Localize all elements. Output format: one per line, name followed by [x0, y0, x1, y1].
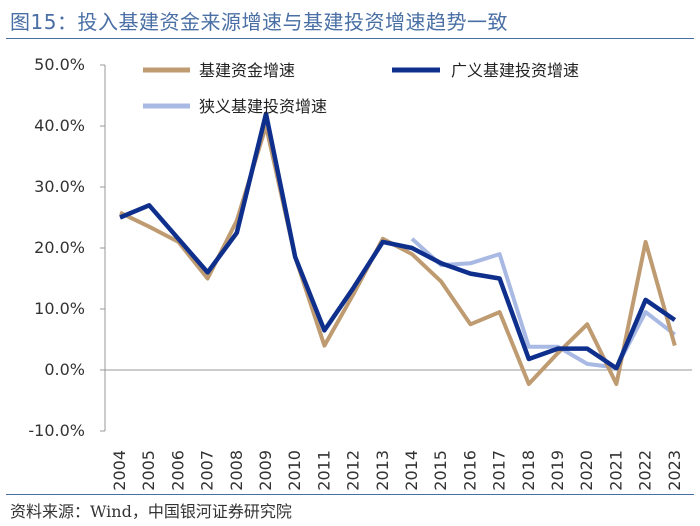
x-tick-label: 2017 — [490, 450, 509, 491]
x-tick-label: 2012 — [344, 450, 363, 491]
line-chart: -10.0% 0.0% 10.0% 20.0% 30.0% 40.0% 50.0% 2004 2… — [28, 55, 692, 491]
x-tick-label: 2014 — [402, 450, 421, 491]
y-tick-label: 20.0% — [34, 238, 85, 257]
x-tick-label: 2013 — [373, 450, 392, 491]
y-tick-label: 30.0% — [34, 177, 85, 196]
title-underline — [6, 38, 694, 39]
y-tick-label: 0.0% — [44, 360, 85, 379]
x-tick-label: 2006 — [168, 450, 187, 491]
x-tick-label: 2019 — [548, 450, 567, 491]
legend-label: 基建资金增速 — [199, 61, 295, 80]
series-line — [119, 111, 677, 371]
x-tick-label: 2016 — [460, 450, 479, 491]
footer-divider — [6, 494, 694, 495]
x-tick-label: 2010 — [285, 450, 304, 491]
x-tick-label: 2005 — [139, 450, 158, 491]
x-tick-label: 2007 — [198, 450, 217, 491]
series-line — [410, 237, 677, 370]
chart-axes: -10.0% 0.0% 10.0% 20.0% 30.0% 40.0% 50.0% 2004 2… — [28, 55, 692, 491]
series-layer — [119, 111, 677, 386]
source-note: 资料来源：Wind，中国银河证券研究院 — [10, 502, 292, 521]
y-tick-label: 10.0% — [34, 299, 85, 318]
x-tick-label: 2018 — [519, 450, 538, 491]
x-tick-label: 2008 — [227, 450, 246, 491]
x-tick-label: 2020 — [577, 450, 596, 491]
x-tick-label: 2015 — [431, 450, 450, 491]
x-tick-label: 2011 — [314, 450, 333, 491]
x-tick-label: 2023 — [665, 450, 684, 491]
x-tick-label: 2004 — [110, 450, 129, 491]
legend-label: 狭义基建投资增速 — [199, 97, 327, 116]
x-tick-label: 2022 — [636, 450, 655, 491]
y-tick-label: 40.0% — [34, 116, 85, 135]
legend-label: 广义基建投资增速 — [451, 61, 579, 80]
chart-title: 图15：投入基建资金来源增速与基建投资增速趋势一致 — [10, 10, 508, 34]
x-tick-label: 2009 — [256, 450, 275, 491]
series-line — [119, 124, 677, 386]
y-tick-label: -10.0% — [28, 421, 85, 440]
y-tick-label: 50.0% — [34, 55, 85, 74]
x-tick-label: 2021 — [606, 450, 625, 491]
